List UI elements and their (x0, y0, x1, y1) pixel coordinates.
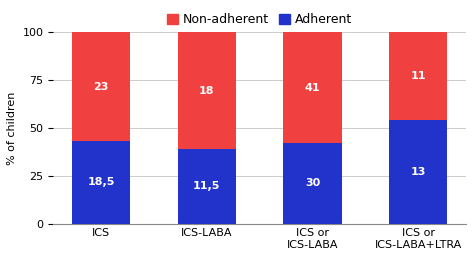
Y-axis label: % of children: % of children (7, 91, 17, 165)
Bar (178, 149, 236, 224)
Text: 30: 30 (305, 178, 320, 188)
Text: 18: 18 (199, 86, 215, 96)
Bar (178, 32, 236, 149)
Legend: Non-adherent, Adherent: Non-adherent, Adherent (162, 8, 357, 31)
Text: 41: 41 (305, 83, 320, 93)
Bar (72, 32, 130, 141)
Text: 11: 11 (410, 71, 426, 81)
Bar (283, 143, 342, 224)
Bar (72, 141, 130, 224)
Text: 23: 23 (93, 82, 109, 92)
Bar (389, 32, 447, 120)
Text: 18,5: 18,5 (87, 178, 115, 187)
Bar (389, 120, 447, 224)
Bar (283, 32, 342, 143)
Text: 11,5: 11,5 (193, 181, 220, 191)
Text: 13: 13 (410, 167, 426, 177)
